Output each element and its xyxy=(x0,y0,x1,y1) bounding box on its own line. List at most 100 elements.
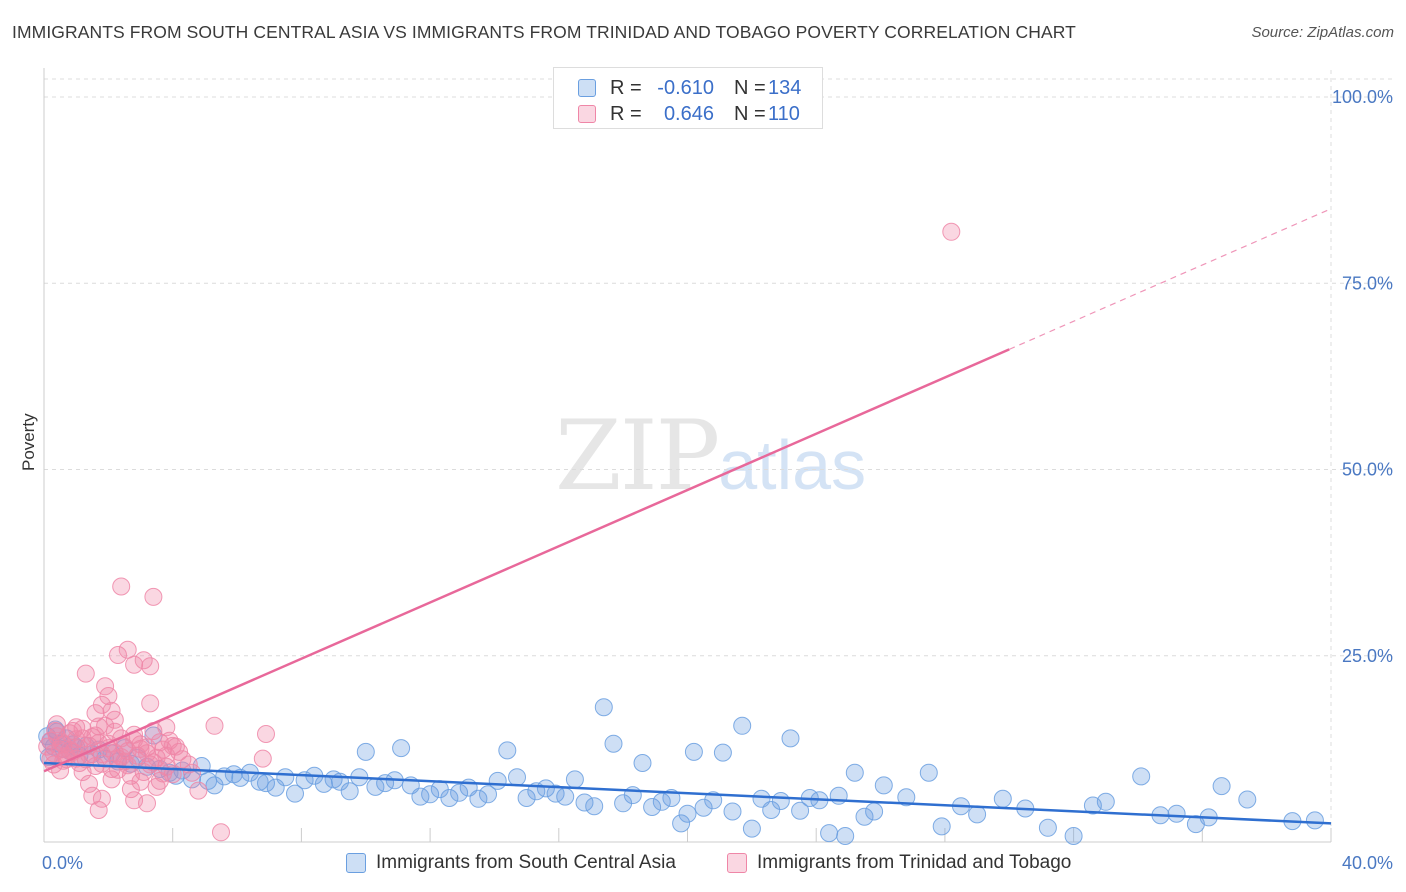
data-point xyxy=(508,768,526,787)
data-point xyxy=(733,716,752,735)
data-point xyxy=(643,798,662,816)
data-point xyxy=(131,772,150,791)
y-tick-label: 100.0% xyxy=(1332,87,1393,107)
data-point xyxy=(80,774,98,793)
data-point xyxy=(874,776,893,795)
data-point xyxy=(672,814,691,833)
data-point xyxy=(138,744,156,763)
data-point xyxy=(141,657,160,676)
data-point xyxy=(125,655,144,674)
data-point xyxy=(286,784,304,803)
data-point xyxy=(897,788,916,807)
data-point xyxy=(565,770,584,789)
data-point xyxy=(1167,804,1186,823)
series-legend: Immigrants from South Central Asia Immig… xyxy=(0,852,1406,878)
data-point xyxy=(440,789,459,807)
data-point xyxy=(771,792,790,810)
y-tick-label: 75.0% xyxy=(1342,273,1393,293)
data-point xyxy=(112,577,131,596)
legend-r-label: R = xyxy=(610,76,642,99)
data-point xyxy=(604,734,623,753)
data-point xyxy=(762,801,781,819)
watermark-zip: ZIP xyxy=(555,400,720,512)
data-point xyxy=(723,802,742,821)
data-point xyxy=(109,646,127,664)
data-point xyxy=(993,789,1012,808)
watermark: ZIPatlas xyxy=(555,400,866,512)
data-point xyxy=(820,824,839,843)
legend-row-south-central-asia: R = -0.610 N = 134 xyxy=(578,76,801,100)
trend-line xyxy=(43,761,1332,825)
legend-series-label: Immigrants from South Central Asia xyxy=(376,852,676,873)
data-point xyxy=(253,749,272,768)
data-point xyxy=(865,802,884,821)
data-point xyxy=(585,797,604,816)
data-point xyxy=(46,722,65,740)
grid xyxy=(44,70,1392,842)
data-point xyxy=(694,798,713,817)
legend-swatch-blue xyxy=(346,853,366,873)
data-point xyxy=(781,729,800,748)
data-point xyxy=(421,785,440,804)
legend-swatch-pink xyxy=(578,105,596,123)
data-point xyxy=(92,754,111,773)
data-point xyxy=(96,677,115,696)
data-point xyxy=(968,805,987,824)
data-point xyxy=(1238,790,1257,809)
y-tick-label: 50.0% xyxy=(1342,460,1393,480)
data-point xyxy=(205,716,224,735)
legend-item-south-central-asia[interactable]: Immigrants from South Central Asia xyxy=(346,852,676,874)
legend-n-label: N = xyxy=(734,76,766,99)
data-point xyxy=(73,763,92,781)
data-point xyxy=(340,782,359,801)
data-point xyxy=(546,784,565,803)
data-point xyxy=(855,807,874,826)
data-point xyxy=(919,763,938,782)
trend-line-extension xyxy=(1009,208,1332,350)
legend-r-value: -0.610 xyxy=(657,76,714,99)
data-point xyxy=(276,768,295,787)
data-point xyxy=(257,725,275,743)
data-point xyxy=(183,763,201,782)
data-point xyxy=(105,743,124,762)
data-point xyxy=(469,789,488,808)
data-point xyxy=(791,801,810,820)
legend-r-value: 0.646 xyxy=(663,102,714,125)
legend-n-value: 134 xyxy=(768,76,802,99)
data-point xyxy=(1064,827,1083,845)
data-point xyxy=(633,754,652,772)
data-point xyxy=(47,715,66,734)
legend-swatch-pink xyxy=(727,853,747,873)
legend-item-trinidad-tobago[interactable]: Immigrants from Trinidad and Tobago xyxy=(727,852,1071,874)
data-point xyxy=(52,733,71,752)
data-point xyxy=(536,779,555,798)
tick-labels: 100.0% 75.0% 50.0% 25.0% 0.0% 40.0% xyxy=(42,87,1393,873)
data-point xyxy=(356,742,375,761)
data-point xyxy=(102,770,121,789)
data-point xyxy=(652,792,671,811)
data-point xyxy=(1305,811,1324,830)
data-point xyxy=(1132,767,1151,786)
data-point xyxy=(76,664,95,683)
data-point xyxy=(742,819,761,838)
data-point xyxy=(713,743,732,762)
data-point xyxy=(92,789,111,808)
data-point xyxy=(163,736,182,755)
data-point xyxy=(392,739,411,758)
legend-swatch-blue xyxy=(578,79,596,97)
data-point xyxy=(212,823,230,842)
data-point xyxy=(845,763,864,782)
data-point xyxy=(556,787,575,806)
x-tick-label: 0.0% xyxy=(42,853,83,873)
data-point xyxy=(118,756,137,775)
data-point xyxy=(517,789,536,807)
trend-lines xyxy=(43,208,1332,825)
correlation-legend: R = -0.610 N = 134 R = 0.646 N = 110 xyxy=(553,67,823,129)
data-point xyxy=(684,742,703,761)
data-point xyxy=(173,750,192,769)
legend-n-label: N = xyxy=(734,102,766,125)
legend-series-label: Immigrants from Trinidad and Tobago xyxy=(757,852,1072,873)
legend-row-trinidad-tobago: R = 0.646 N = 110 xyxy=(578,102,800,126)
data-point xyxy=(932,817,951,836)
data-point xyxy=(942,222,961,241)
